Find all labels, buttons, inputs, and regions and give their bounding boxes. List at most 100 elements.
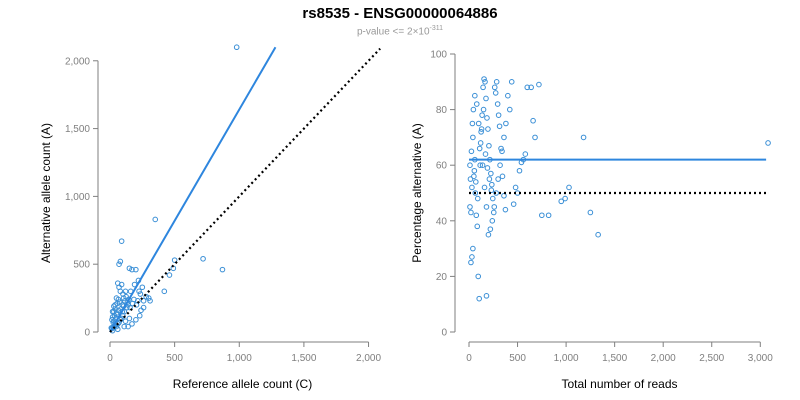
right-data-point — [485, 231, 492, 238]
right-data-point — [473, 101, 480, 107]
right-data-point — [470, 245, 476, 252]
left-data-point — [147, 298, 153, 304]
left-data-point — [125, 323, 131, 330]
right-data-point — [471, 173, 477, 180]
left-data-point — [114, 326, 121, 333]
right-data-point — [480, 84, 486, 91]
right-data-point — [467, 204, 473, 210]
right-y-axis-title: Percentage alternative (A) — [410, 123, 424, 262]
left-data-point — [129, 266, 135, 273]
right-data-point — [587, 209, 594, 216]
subtitle-exponent: -311 — [429, 25, 444, 32]
right-data-point — [483, 95, 489, 102]
right-data-point — [495, 112, 502, 118]
right-x-tick-label: 2,000 — [651, 353, 676, 364]
left-data-point — [116, 261, 122, 267]
left-data-point — [140, 304, 147, 311]
right-data-point — [765, 140, 771, 146]
right-data-point — [495, 176, 501, 182]
right-x-tick-label: 1,500 — [602, 353, 627, 364]
right-data-point — [475, 120, 482, 127]
left-x-tick-label: 2,000 — [356, 353, 381, 364]
right-data-point — [482, 79, 488, 85]
right-x-tick-label: 500 — [509, 353, 526, 364]
right-x-axis-title: Total number of reads — [561, 377, 677, 391]
right-data-point — [486, 142, 492, 149]
right-data-point — [473, 212, 480, 219]
right-data-point — [484, 115, 490, 121]
right-data-point — [595, 231, 601, 238]
left-y-tick-label: 1,500 — [65, 124, 90, 135]
right-data-point — [477, 140, 484, 146]
right-data-point — [516, 167, 523, 174]
right-data-point — [505, 92, 511, 99]
right-data-point — [512, 184, 519, 191]
right-data-point — [510, 201, 517, 207]
right-data-point — [474, 223, 481, 230]
left-data-point — [122, 288, 129, 295]
right-data-point — [558, 198, 565, 205]
right-data-point — [491, 84, 498, 91]
right-y-tick-label: 100 — [430, 50, 447, 61]
right-data-point — [492, 90, 499, 96]
right-data-point — [487, 226, 494, 232]
right-data-point — [493, 79, 500, 85]
left-x-tick-label: 500 — [166, 353, 183, 364]
right-data-point — [508, 79, 515, 85]
right-data-point — [545, 212, 552, 219]
left-x-tick-label: 1,500 — [291, 353, 316, 364]
right-data-point — [480, 106, 487, 113]
right-data-point — [499, 148, 505, 155]
left-y-axis-title: Alternative allele count (A) — [39, 123, 53, 263]
right-x-tick-label: 0 — [466, 353, 472, 364]
right-data-point — [489, 218, 496, 224]
right-data-point — [536, 81, 542, 88]
right-data-point — [503, 120, 509, 127]
right-y-tick-label: 0 — [441, 328, 447, 339]
right-data-point — [476, 145, 483, 152]
left-data-point — [111, 303, 117, 310]
right-data-point — [467, 176, 474, 182]
left-x-tick-label: 0 — [107, 353, 113, 364]
right-data-point — [580, 134, 587, 141]
right-data-point — [470, 106, 477, 113]
left-data-point — [124, 299, 131, 305]
right-data-point — [483, 204, 490, 210]
right-data-point — [532, 134, 538, 141]
right-data-point — [489, 181, 495, 188]
left-y-tick-label: 1,000 — [65, 192, 90, 203]
right-data-point — [488, 187, 495, 194]
left-x-tick-label: 1,000 — [227, 353, 252, 364]
left-data-point — [117, 288, 124, 295]
left-data-point — [145, 295, 152, 301]
right-data-point — [478, 126, 485, 132]
right-data-point — [476, 295, 482, 302]
subtitle-text: p-value <= 2×10 — [356, 26, 430, 38]
right-data-point — [530, 117, 536, 124]
right-data-point — [562, 195, 568, 202]
right-data-point — [479, 112, 485, 118]
right-data-point — [472, 179, 479, 185]
right-y-tick-label: 40 — [436, 216, 448, 227]
left-y-tick-label: 0 — [84, 328, 90, 339]
right-data-point — [486, 176, 493, 182]
right-data-point — [471, 167, 478, 174]
right-data-point — [470, 134, 476, 141]
right-data-point — [481, 184, 488, 191]
left-data-point — [136, 312, 143, 319]
right-data-point — [497, 162, 503, 168]
right-data-point — [489, 195, 496, 202]
right-data-point — [477, 162, 483, 168]
left-y-tick-label: 2,000 — [65, 56, 90, 67]
left-data-point — [129, 321, 135, 327]
right-data-point — [494, 101, 501, 107]
right-data-point — [498, 145, 504, 152]
right-data-point — [484, 165, 491, 171]
left-data-point — [118, 238, 125, 244]
right-data-point — [482, 151, 489, 157]
right-data-point — [496, 123, 503, 130]
left-data-point — [136, 288, 142, 295]
right-data-point — [483, 293, 490, 299]
right-y-tick-label: 80 — [436, 105, 448, 116]
